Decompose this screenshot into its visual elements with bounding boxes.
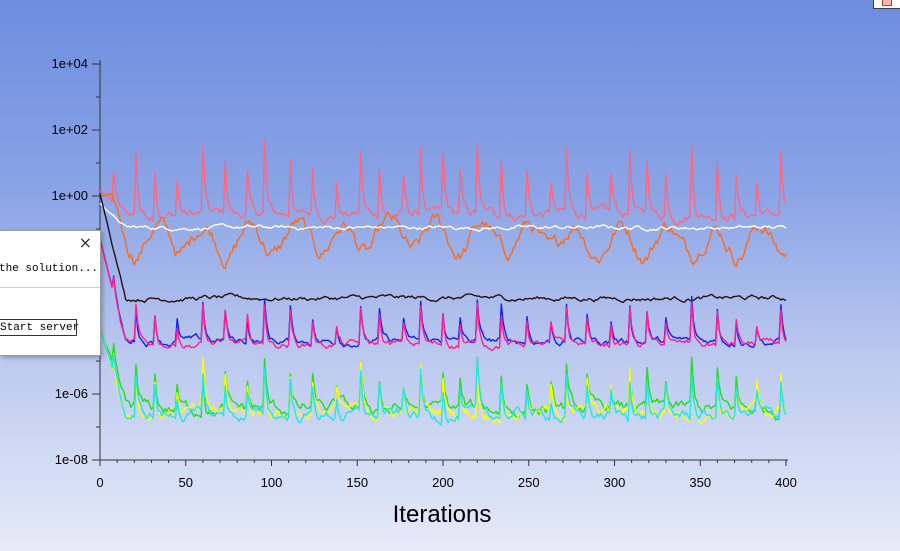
close-window-icon[interactable] xyxy=(882,0,892,6)
x-tick-label: 400 xyxy=(775,475,797,490)
x-tick-label: 250 xyxy=(518,475,540,490)
series-residual-cyan xyxy=(99,327,787,426)
window-corner xyxy=(873,0,900,9)
y-tick-label: 1e+02 xyxy=(51,122,88,137)
series-residual-yellow xyxy=(99,327,787,425)
close-icon[interactable]: × xyxy=(78,233,92,252)
x-tick-label: 300 xyxy=(604,475,626,490)
dialog-message: the solution... xyxy=(0,263,99,275)
axes: 1e+04 1e+02 1e+00 1e-06 1e-08 0 50 100 150 200 250… xyxy=(51,56,796,490)
series-layer xyxy=(99,139,787,426)
axis-labels: Iterations xyxy=(393,501,492,528)
y-tick-label: 1e-06 xyxy=(55,386,88,401)
divider xyxy=(0,287,100,288)
x-tick-label: 150 xyxy=(346,475,368,490)
series-residual-magenta xyxy=(99,238,787,351)
y-tick-label: 1e+00 xyxy=(51,188,88,203)
start-server-button[interactable]: Start server xyxy=(0,319,79,336)
x-tick-label: 0 xyxy=(96,475,103,490)
series-residual-blue xyxy=(99,238,787,348)
x-tick-label: 350 xyxy=(689,475,711,490)
x-axis-title: Iterations xyxy=(393,501,492,528)
series-residual-pink xyxy=(99,139,787,226)
series-residual-white xyxy=(99,202,787,232)
x-tick-label: 200 xyxy=(432,475,454,490)
series-residual-orange xyxy=(99,193,787,270)
y-tick-label: 1e-08 xyxy=(55,452,88,467)
y-tick-label: 1e+04 xyxy=(51,56,88,71)
series-residual-black xyxy=(99,193,787,304)
x-tick-label: 50 xyxy=(179,475,193,490)
x-tick-label: 100 xyxy=(261,475,283,490)
server-dialog: × the solution... Start server xyxy=(0,230,101,356)
